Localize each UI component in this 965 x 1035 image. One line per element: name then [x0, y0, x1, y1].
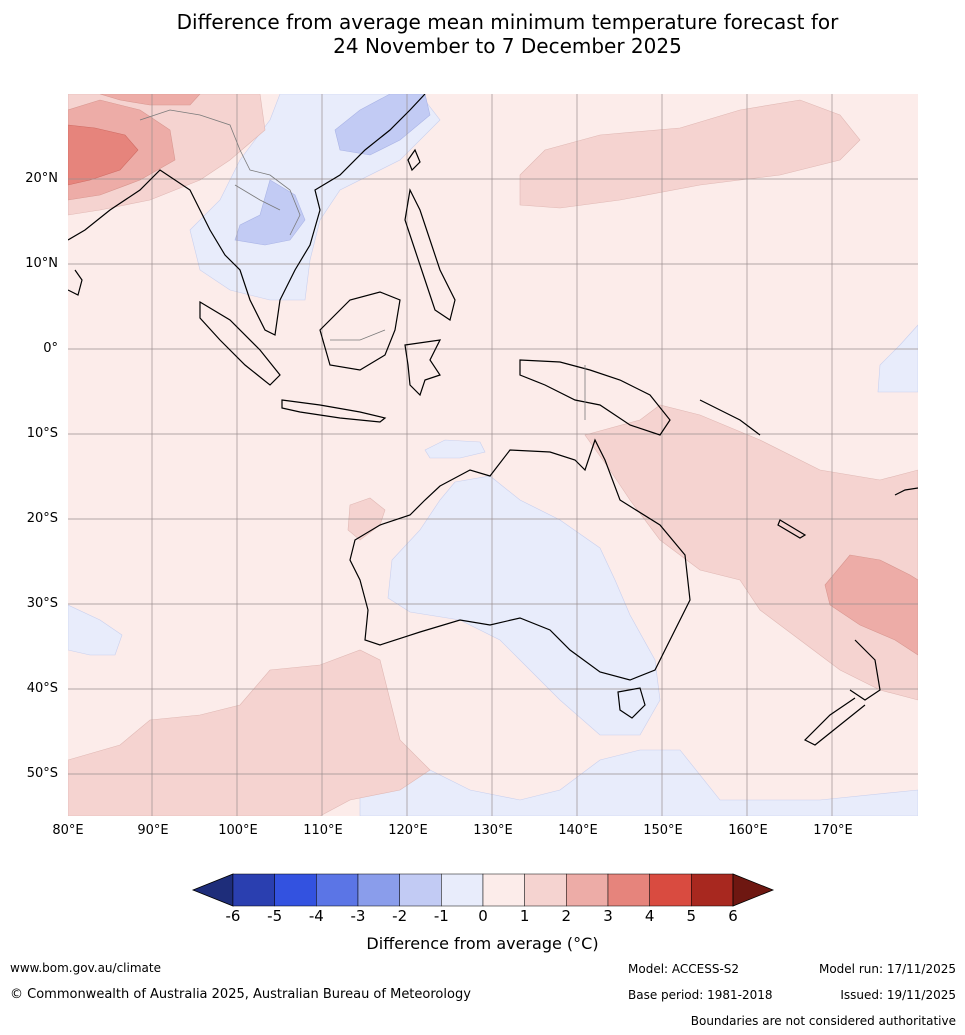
- lon-label-120e: 120°E: [388, 823, 428, 838]
- legend-tick-label: 2: [561, 907, 572, 925]
- forecast-map: [68, 94, 918, 816]
- legend-swatch: [691, 873, 734, 907]
- coast-taiwan: [407, 148, 421, 172]
- map-title: Difference from average mean minimum tem…: [0, 10, 965, 58]
- legend-swatch: [482, 873, 525, 907]
- legend-tick-label: 6: [728, 907, 738, 925]
- lon-label-80e: 80°E: [52, 823, 84, 838]
- lat-label-20s: 20°S: [26, 511, 58, 526]
- anomaly-negative-west-ocean: [68, 604, 123, 656]
- legend-swatch: [357, 873, 400, 907]
- legend-swatch: [607, 873, 650, 907]
- anomaly-positive-north-pacific: [519, 99, 861, 209]
- coast-asia-mainland: [68, 94, 426, 336]
- legend-swatch: [441, 873, 484, 907]
- footer-base-period: Base period: 1981-2018: [628, 988, 773, 1002]
- anomaly-positive-south-indian-ocean: [68, 649, 431, 816]
- anomaly-positive-north-india: [68, 124, 139, 186]
- legend-tick-label: -3: [350, 907, 366, 925]
- lon-label-100e: 100°E: [218, 823, 258, 838]
- legend-tick-label: 0: [478, 907, 488, 925]
- lat-label-50s: 50°S: [26, 766, 58, 781]
- coast-india: [68, 269, 83, 296]
- coast-borneo: [319, 291, 401, 371]
- anomaly-negative-timor-sea: [424, 439, 486, 459]
- legend-swatch: [566, 873, 609, 907]
- footer-website: www.bom.gov.au/climate: [10, 961, 161, 975]
- anomaly-positive-tasman-sea: [824, 554, 918, 656]
- legend-tick-label: -1: [433, 907, 449, 925]
- lon-label-140e: 140°E: [558, 823, 598, 838]
- footer-disclaimer: Boundaries are not considered authoritat…: [690, 1014, 956, 1028]
- legend-tick-label: 1: [519, 907, 530, 925]
- lon-label-90e: 90°E: [137, 823, 169, 838]
- coast-sulawesi: [404, 339, 442, 397]
- anomaly-negative-thailand: [234, 179, 306, 246]
- legend-swatch: [524, 873, 567, 907]
- coast-australia: [349, 438, 691, 681]
- footer-model: Model: ACCESS-S2: [628, 962, 740, 976]
- legend-tick-label: 5: [686, 907, 697, 925]
- footer-issued: Issued: 19/11/2025: [840, 988, 956, 1002]
- legend-arrow-high: [732, 873, 775, 907]
- graticule: [68, 94, 918, 816]
- lat-label-10s: 10°S: [26, 426, 58, 441]
- national-borders: [139, 109, 586, 420]
- legend-arrow-low: [191, 873, 234, 907]
- legend-tick-label: -4: [308, 907, 324, 925]
- lat-label-40s: 40°S: [26, 681, 58, 696]
- coast-solomons: [699, 399, 761, 436]
- legend-label: Difference from average (°C): [366, 934, 599, 953]
- coast-tasmania: [617, 687, 646, 719]
- footer-model-run: Model run: 17/11/2025: [818, 962, 956, 976]
- coast-philippines: [404, 188, 456, 321]
- footer-copyright: © Commonwealth of Australia 2025, Austra…: [10, 987, 471, 1002]
- legend-swatch: [274, 873, 317, 907]
- legend-swatch: [649, 873, 692, 907]
- legend-tick-label: 4: [644, 907, 655, 925]
- lon-label-150e: 150°E: [643, 823, 683, 838]
- legend-swatch: [316, 873, 359, 907]
- coastlines: [68, 94, 918, 746]
- legend-tick-label: 3: [603, 907, 613, 925]
- anomaly-negative-australia: [387, 475, 661, 736]
- lat-label-10n: 10°N: [25, 256, 58, 271]
- lon-label-160e: 160°E: [728, 823, 768, 838]
- anomaly-negative-southern-ocean: [359, 739, 918, 816]
- coast-new-zealand: [803, 639, 881, 746]
- anomaly-negative-east-pacific: [877, 324, 918, 393]
- lat-label-30s: 30°S: [26, 596, 58, 611]
- legend-swatches: [191, 873, 775, 907]
- lat-label-0: 0°: [43, 341, 58, 356]
- lon-label-110e: 110°E: [303, 823, 343, 838]
- legend-tick-label: -6: [225, 907, 241, 925]
- legend-swatch: [399, 873, 442, 907]
- legend-swatch: [232, 873, 275, 907]
- coast-java: [281, 399, 387, 423]
- coast-new-caledonia: [777, 519, 807, 539]
- coast-new-guinea: [519, 359, 671, 436]
- lon-label-130e: 130°E: [473, 823, 513, 838]
- legend-tick-label: -5: [267, 907, 283, 925]
- coast-sumatra: [199, 300, 281, 386]
- anomaly-positive-tibet: [99, 94, 201, 106]
- lat-label-20n: 20°N: [25, 171, 58, 186]
- coast-fiji: [894, 487, 918, 496]
- anomaly-negative-south-china-sea: [334, 94, 431, 156]
- title-line-2: 24 November to 7 December 2025: [333, 34, 682, 58]
- lon-label-170e: 170°E: [813, 823, 853, 838]
- title-line-1: Difference from average mean minimum tem…: [176, 10, 839, 34]
- legend-tick-label: -2: [392, 907, 408, 925]
